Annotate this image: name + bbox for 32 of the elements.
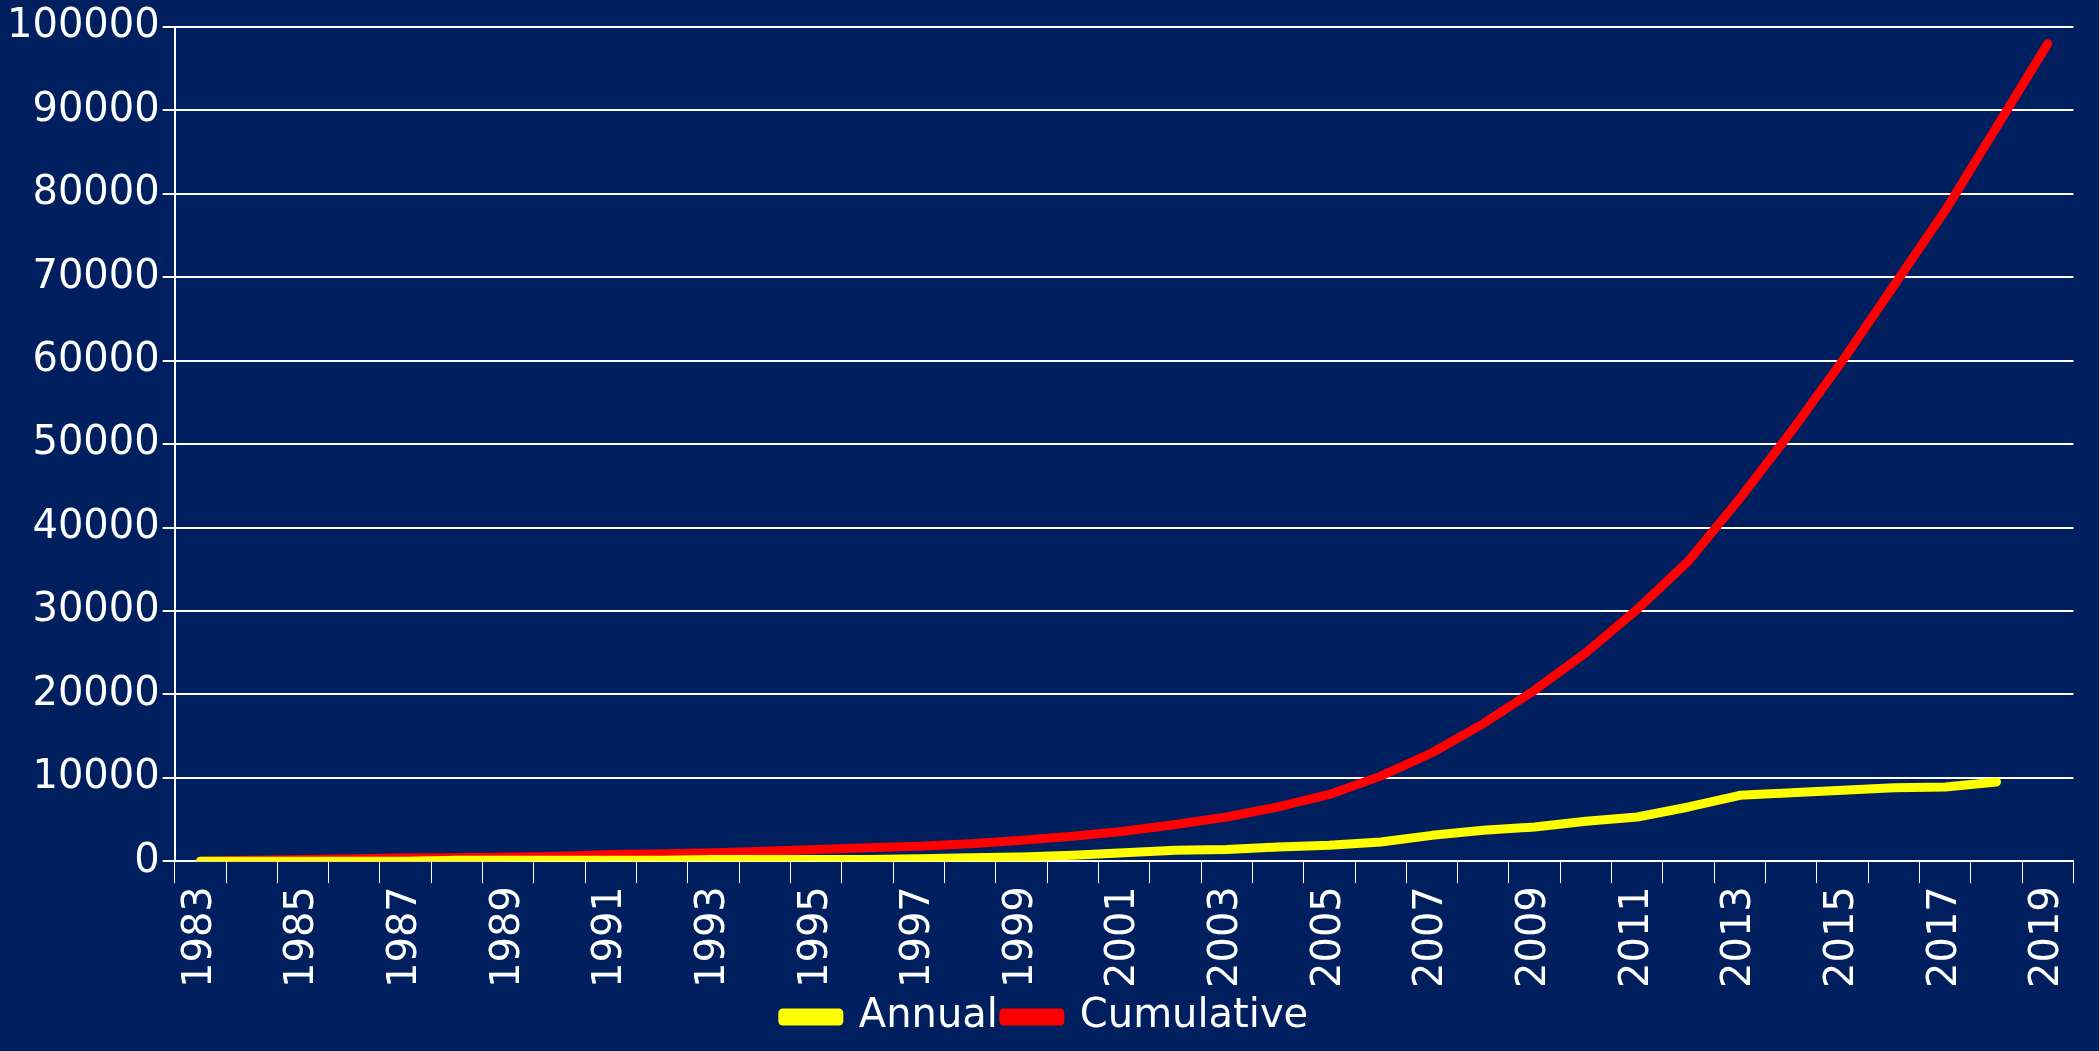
x-tick-label: 1991 bbox=[584, 886, 631, 988]
x-tick-label: 2009 bbox=[1508, 886, 1555, 988]
x-tick-label: 2015 bbox=[1815, 886, 1862, 988]
y-tick-label: 30000 bbox=[32, 584, 160, 631]
y-tick-label: 50000 bbox=[32, 417, 160, 464]
x-tick-label: 2011 bbox=[1610, 886, 1657, 988]
y-tick-label: 20000 bbox=[32, 667, 160, 714]
x-tick-label: 2005 bbox=[1302, 886, 1349, 988]
legend-label: Annual bbox=[858, 990, 998, 1037]
x-tick-label: 1993 bbox=[686, 886, 733, 988]
x-tick-label: 2013 bbox=[1713, 886, 1760, 988]
x-tick-label: 1999 bbox=[994, 886, 1041, 988]
y-tick-label: 70000 bbox=[32, 250, 160, 297]
x-tick-label: 1997 bbox=[892, 886, 939, 988]
y-tick-label: 90000 bbox=[32, 83, 160, 130]
legend-label: Cumulative bbox=[1079, 990, 1309, 1037]
y-tick-label: 40000 bbox=[32, 500, 160, 547]
y-tick-label: 100000 bbox=[6, 0, 160, 47]
x-tick-label: 2007 bbox=[1405, 886, 1452, 988]
x-tick-label: 1995 bbox=[789, 886, 836, 988]
x-tick-label: 2001 bbox=[1097, 886, 1144, 988]
y-tick-label: 60000 bbox=[32, 334, 160, 381]
x-tick-label: 1989 bbox=[481, 886, 528, 988]
x-tick-label: 2019 bbox=[2021, 886, 2068, 988]
y-tick-label: 80000 bbox=[32, 167, 160, 214]
y-tick-label: 10000 bbox=[32, 751, 160, 798]
x-tick-label: 2017 bbox=[1918, 886, 1965, 988]
y-tick-label: 0 bbox=[134, 834, 160, 881]
x-tick-label: 1987 bbox=[379, 886, 426, 988]
x-tick-label: 1985 bbox=[276, 886, 323, 988]
x-tick-label: 1983 bbox=[173, 886, 220, 988]
x-tick-label: 2003 bbox=[1200, 886, 1247, 988]
